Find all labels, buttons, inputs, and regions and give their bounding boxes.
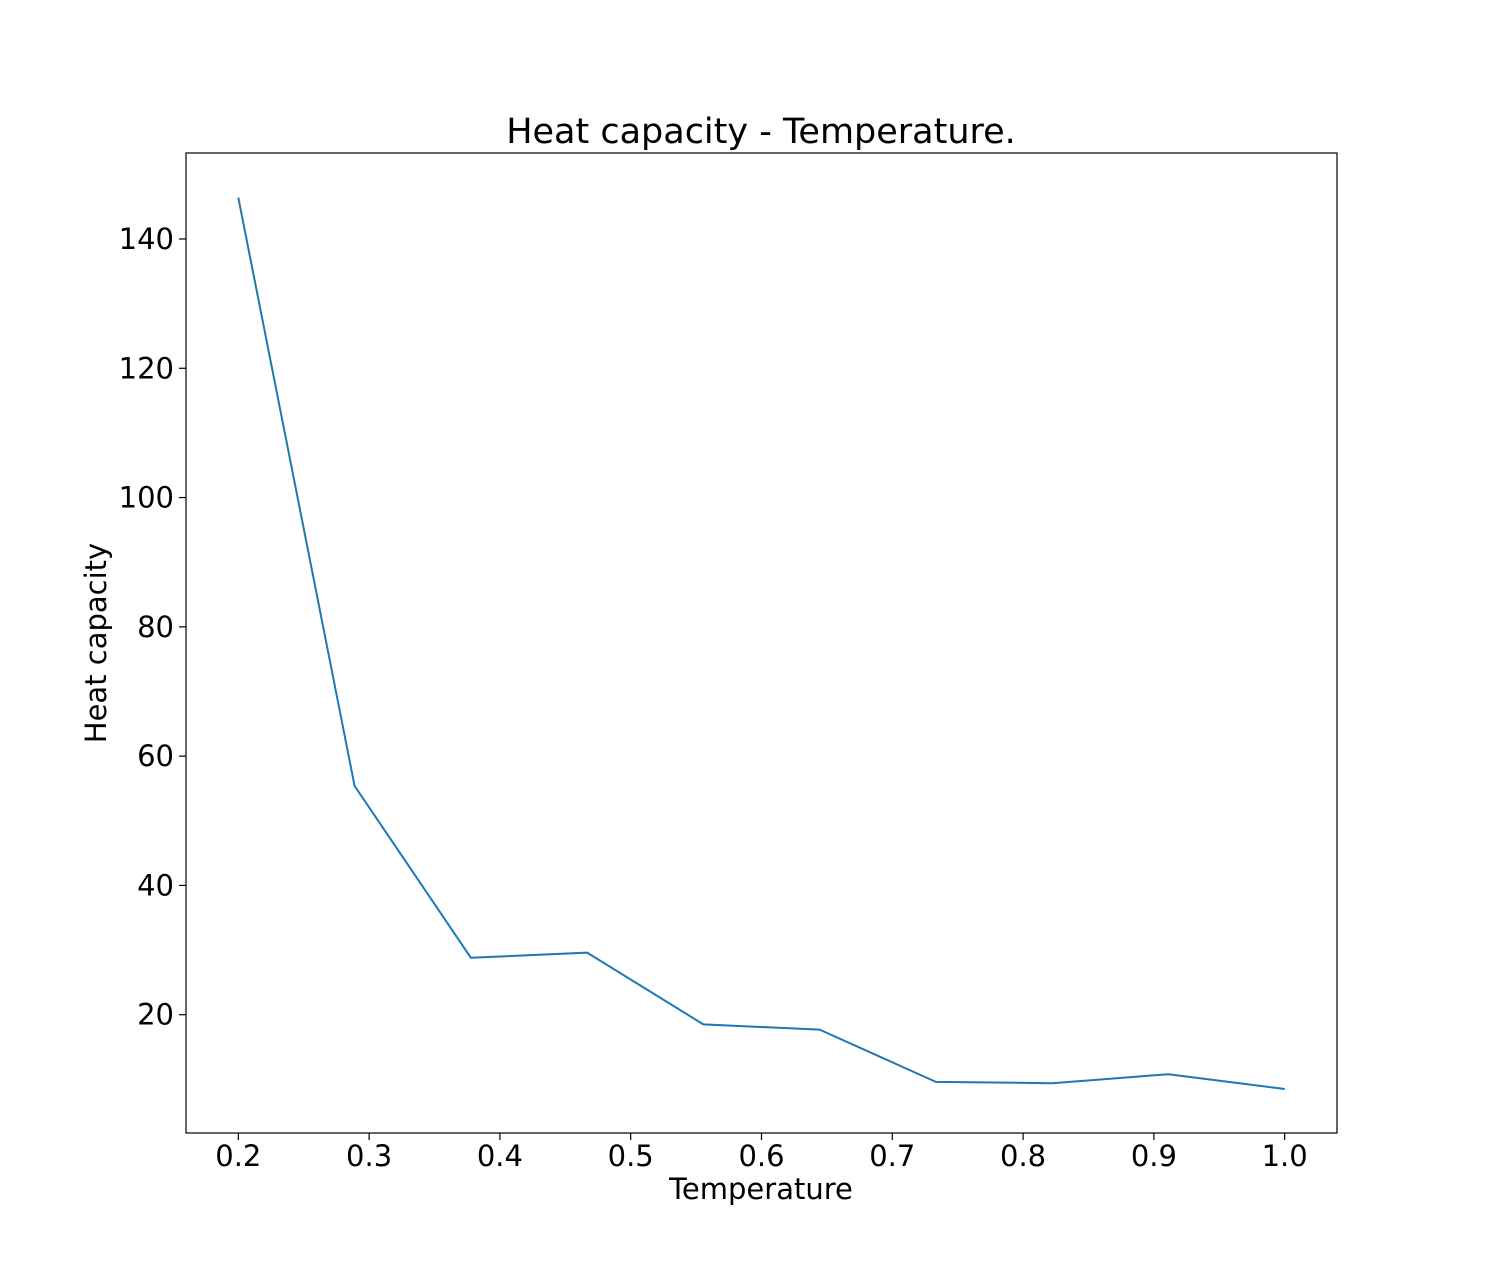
plot-frame [185,152,1338,1134]
series-line [237,197,1285,1090]
y-axis-label: Heat capacity [79,543,113,743]
x-tick-label: 0.3 [346,1139,392,1173]
series-layer [237,197,1285,1090]
y-tick-label: 140 [119,222,174,256]
x-tick-label: 0.7 [869,1139,915,1173]
x-axis-label: Temperature [668,1172,853,1206]
y-tick-label: 20 [137,998,174,1032]
y-tick-label: 100 [119,481,174,515]
y-axis-ticks: 20 40 60 80 100 120 140 [119,222,186,1032]
y-tick-label: 80 [137,610,174,644]
x-tick-label: 0.8 [1000,1139,1046,1173]
x-tick-label: 0.4 [477,1139,523,1173]
x-tick-label: 0.2 [215,1139,261,1173]
x-tick-label: 0.6 [738,1139,784,1173]
y-tick-label: 40 [137,868,174,902]
y-tick-label: 60 [137,739,174,773]
x-axis-ticks: 0.2 0.3 0.4 0.5 0.6 0.7 0.8 0.9 1.0 [215,1133,1308,1173]
x-tick-label: 1.0 [1262,1139,1308,1173]
y-tick-label: 120 [119,351,174,385]
x-tick-label: 0.5 [608,1139,654,1173]
x-tick-label: 0.9 [1131,1139,1177,1173]
chart-title: Heat capacity - Temperature. [506,112,1016,152]
